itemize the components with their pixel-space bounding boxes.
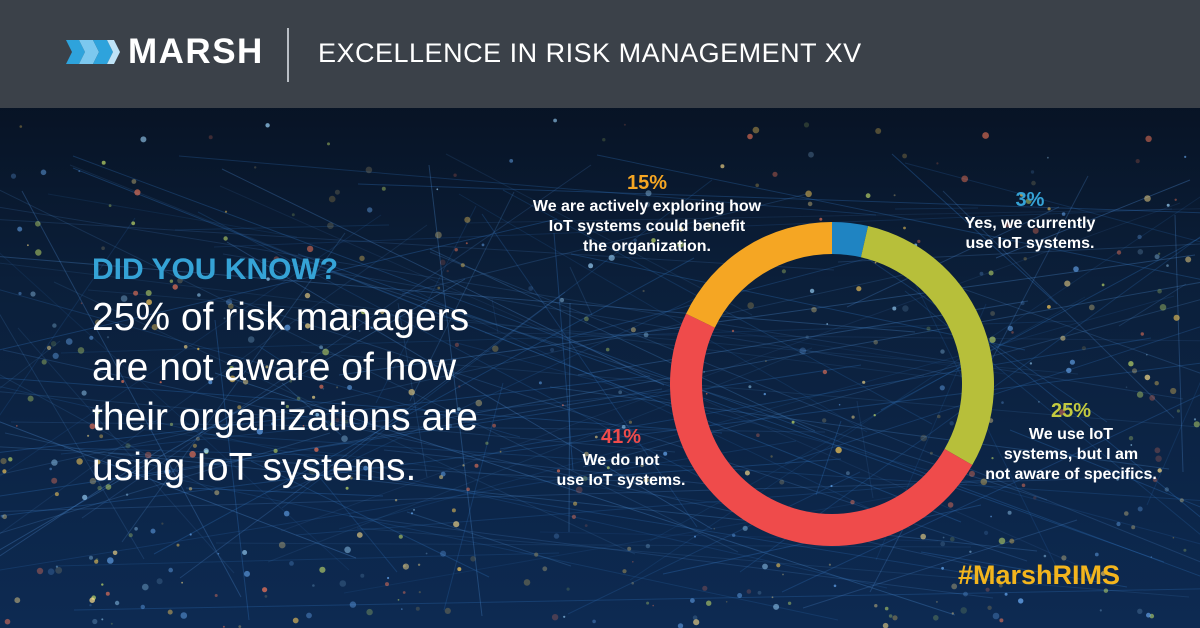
- donut-slice-41pct: [669, 313, 973, 547]
- brand-name: MARSH: [128, 32, 264, 71]
- slice-label-group-3pct: 3% Yes, we currently use IoT systems.: [965, 189, 1096, 252]
- header-title: EXCELLENCE IN RISK MANAGEMENT XV: [318, 38, 862, 68]
- slice-label-group-15pct: 15% We are actively exploring how IoT syst…: [533, 172, 762, 255]
- slice-percent-label: 3%: [1016, 189, 1045, 211]
- slice-caption-line: IoT systems could benefit: [549, 218, 746, 235]
- marsh-logo-icon: [66, 40, 120, 64]
- slice-caption-line: We do not: [582, 452, 660, 469]
- slice-caption-line: use IoT systems.: [966, 235, 1095, 252]
- slice-percent-label: 41%: [601, 426, 641, 448]
- header-bar: MARSH EXCELLENCE IN RISK MANAGEMENT XV: [0, 0, 1200, 108]
- slice-caption-line: Yes, we currently: [965, 215, 1096, 232]
- slice-caption-line: systems, but I am: [1004, 446, 1138, 463]
- donut-slice-3pct: [832, 222, 869, 258]
- header-divider: [287, 28, 289, 82]
- hashtag: #MarshRIMS: [958, 560, 1121, 590]
- slice-caption-line: the organization.: [583, 238, 711, 255]
- slice-percent-label: 25%: [1051, 400, 1091, 422]
- slice-percent-label: 15%: [627, 172, 667, 194]
- did-you-know-heading: DID YOU KNOW?: [92, 253, 339, 286]
- donut-slice-15pct: [686, 222, 832, 328]
- slice-caption-line: We are actively exploring how: [533, 198, 762, 215]
- slice-caption-line: use IoT systems.: [557, 472, 686, 489]
- slice-caption-line: not aware of specifics.: [985, 466, 1157, 483]
- slice-label-group-41pct: 41% We do not use IoT systems.: [557, 426, 686, 489]
- slice-caption-line: We use IoT: [1029, 426, 1113, 443]
- donut-slice-25pct: [860, 226, 995, 465]
- headline-fact: 25% of risk managers are not aware of ho…: [92, 296, 478, 489]
- slice-label-group-25pct: 25% We use IoT systems, but I am not aware …: [985, 400, 1157, 483]
